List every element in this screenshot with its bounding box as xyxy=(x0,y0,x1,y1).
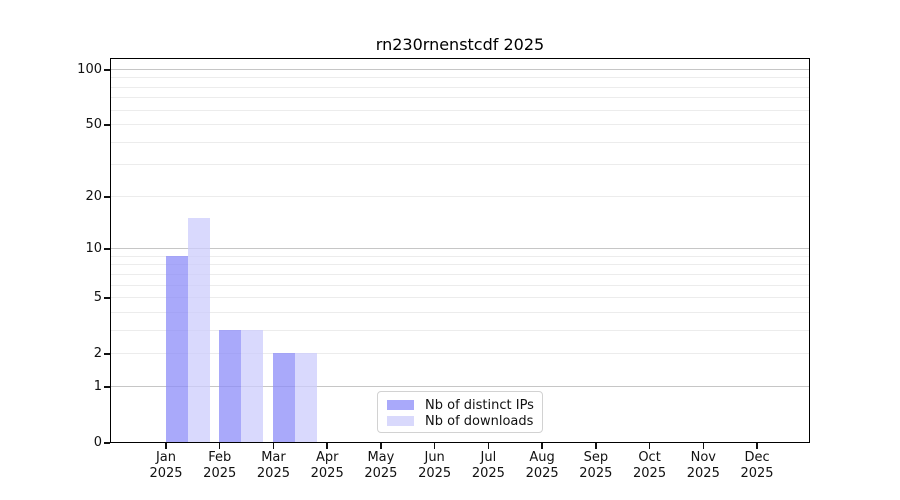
gridline-minor xyxy=(111,195,809,197)
gridline-minor xyxy=(111,141,809,143)
bar-distinct-ips xyxy=(219,329,242,442)
y-tick xyxy=(104,297,110,299)
x-tick-label-year: 2025 xyxy=(740,465,774,481)
x-tick-label-year: 2025 xyxy=(256,465,290,481)
x-tick xyxy=(648,443,651,449)
plot-area xyxy=(110,58,810,443)
x-tick xyxy=(487,443,490,449)
y-tick-label: 2 xyxy=(93,346,102,362)
legend-item-label: Nb of distinct IPs xyxy=(425,397,534,413)
x-tick xyxy=(702,443,705,449)
y-tick-label: 10 xyxy=(85,241,102,257)
y-tick-label: 1 xyxy=(93,378,102,394)
gridline-minor xyxy=(111,353,809,355)
x-tick-label-month: Jul xyxy=(480,450,497,465)
x-tick-label-year: 2025 xyxy=(686,465,720,481)
x-tick-label: Oct 2025 xyxy=(620,450,680,481)
x-tick-label-month: May xyxy=(367,450,395,465)
x-tick xyxy=(272,443,275,449)
x-tick-label: Mar 2025 xyxy=(243,450,303,481)
x-tick-label-year: 2025 xyxy=(149,465,183,481)
x-tick-label-month: Nov xyxy=(690,450,716,465)
gridline-minor xyxy=(111,329,809,331)
x-tick-label-year: 2025 xyxy=(579,465,613,481)
x-tick xyxy=(165,443,167,449)
gridline-major xyxy=(111,248,809,250)
x-tick-label-month: Oct xyxy=(638,450,661,465)
x-tick xyxy=(380,443,382,449)
legend-item: Nb of downloads xyxy=(387,413,536,429)
x-tick xyxy=(433,443,436,449)
y-tick-label: 50 xyxy=(85,117,102,133)
x-tick-label-month: Sep xyxy=(583,450,609,465)
x-tick-label: Aug 2025 xyxy=(512,450,572,481)
gridline-minor xyxy=(111,77,809,79)
x-tick-label-month: Feb xyxy=(208,450,232,465)
x-tick xyxy=(595,443,597,449)
y-tick xyxy=(104,196,110,198)
gridline-minor xyxy=(111,109,809,111)
gridline-minor xyxy=(111,164,809,166)
legend-item-label: Nb of downloads xyxy=(425,413,534,429)
x-tick-label: Apr 2025 xyxy=(297,450,357,481)
x-tick-label-month: Jan xyxy=(155,450,177,465)
y-tick-label: 100 xyxy=(77,61,102,77)
x-tick-label: Nov 2025 xyxy=(673,450,733,481)
gridline-minor xyxy=(111,124,809,126)
bar-downloads xyxy=(241,329,264,442)
bar-downloads xyxy=(187,217,210,442)
x-tick-label: Feb 2025 xyxy=(190,450,250,481)
x-tick-label-month: Aug xyxy=(529,450,555,465)
gridline-minor xyxy=(111,273,809,275)
x-tick-label: Jan 2025 xyxy=(136,450,196,481)
x-tick xyxy=(326,443,328,449)
y-tick-label: 0 xyxy=(93,435,102,450)
gridline-minor xyxy=(111,264,809,266)
y-tick-label: 20 xyxy=(85,188,102,204)
x-tick-label: May 2025 xyxy=(351,450,411,481)
x-tick-label-month: Apr xyxy=(315,450,339,465)
y-tick xyxy=(104,442,110,444)
x-tick xyxy=(756,443,758,449)
x-tick-label-year: 2025 xyxy=(418,465,452,481)
legend: Nb of distinct IPs Nb of downloads xyxy=(377,391,543,433)
x-tick xyxy=(218,443,221,449)
legend-item: Nb of distinct IPs xyxy=(387,397,536,413)
gridline-minor xyxy=(111,311,809,313)
y-tick xyxy=(104,248,110,250)
gridline-minor xyxy=(111,97,809,99)
x-tick-label-year: 2025 xyxy=(310,465,344,481)
bar-distinct-ips xyxy=(272,353,295,442)
x-tick-label-year: 2025 xyxy=(633,465,667,481)
gridline-minor xyxy=(111,297,809,299)
x-tick-label-month: Mar xyxy=(261,450,286,465)
x-tick-label-year: 2025 xyxy=(364,465,398,481)
x-tick-label-month: Jun xyxy=(424,450,445,465)
y-tick xyxy=(104,124,110,126)
y-tick xyxy=(104,69,110,71)
chart-title: rn230rnenstcdf 2025 xyxy=(375,35,545,54)
x-tick-label-month: Dec xyxy=(744,450,770,465)
x-tick-label: Dec 2025 xyxy=(727,450,787,481)
x-tick-label-year: 2025 xyxy=(525,465,559,481)
gridline-major xyxy=(111,385,809,387)
x-tick xyxy=(541,443,543,449)
x-tick-label: Jun 2025 xyxy=(405,450,465,481)
legend-swatch xyxy=(387,416,414,426)
legend-swatch xyxy=(387,400,414,410)
bar-distinct-ips xyxy=(165,255,188,442)
x-tick-label-year: 2025 xyxy=(471,465,505,481)
gridline-minor xyxy=(111,255,809,257)
y-tick xyxy=(104,353,110,355)
x-tick-label: Sep 2025 xyxy=(566,450,626,481)
y-tick xyxy=(104,386,110,388)
bar-downloads xyxy=(294,353,317,442)
x-tick-label: Jul 2025 xyxy=(458,450,518,481)
gridline-minor xyxy=(111,284,809,286)
gridline-major xyxy=(111,69,809,70)
y-tick-label: 5 xyxy=(93,290,102,306)
x-tick-label-year: 2025 xyxy=(203,465,237,481)
gridline-minor xyxy=(111,86,809,88)
